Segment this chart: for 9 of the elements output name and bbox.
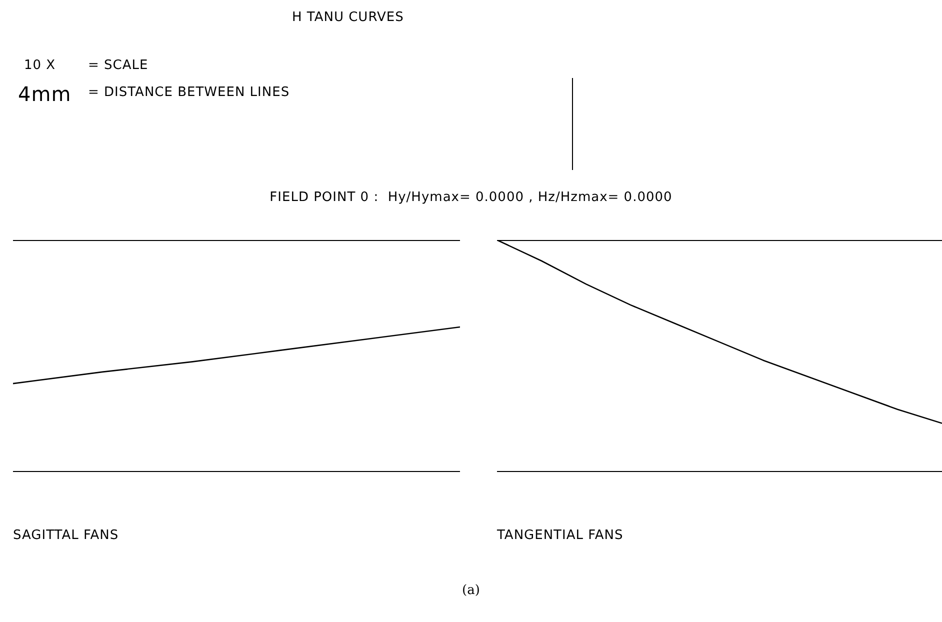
text: = DISTANCE BETWEEN LINES (88, 85, 290, 100)
text: 10 X (24, 58, 56, 73)
text: (a) (461, 583, 481, 598)
x-axis-title: SAGITTAL FANS (13, 528, 119, 543)
text: FIELD POINT 0 : Hy/Hymax= 0.0000 , Hz/Hzmax= 0.0000 (268, 190, 674, 205)
text: = SCALE (88, 58, 148, 73)
x-axis-title: TANGENTIAL FANS (497, 528, 624, 543)
text: H TANU CURVES (292, 10, 404, 25)
text: 4mm (18, 82, 72, 106)
